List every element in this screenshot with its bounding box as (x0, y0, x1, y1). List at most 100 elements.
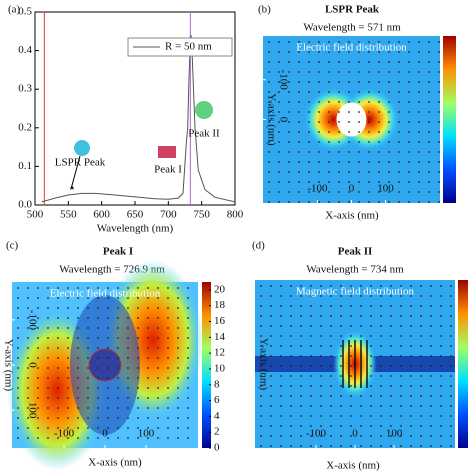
vector-dot (328, 81, 330, 83)
vector-dot (47, 287, 49, 289)
vector-dot (77, 397, 79, 399)
vector-dot (280, 365, 282, 367)
vector-dot (17, 397, 19, 399)
vector-dot (280, 405, 282, 407)
vector-dot (37, 327, 39, 329)
vector-dot (328, 51, 330, 53)
vector-dot (338, 171, 340, 173)
vector-dot (37, 397, 39, 399)
vector-dot (438, 71, 440, 73)
vector-dot (340, 425, 342, 427)
vector-dot (177, 427, 179, 429)
vector-dot (137, 337, 139, 339)
vector-dot (418, 111, 420, 113)
vector-dot (348, 201, 350, 203)
vector-dot (420, 435, 422, 437)
vector-dot (360, 385, 362, 387)
vector-dot (27, 417, 29, 419)
vector-dot (187, 337, 189, 339)
vector-dot (408, 201, 410, 203)
vector-dot (380, 435, 382, 437)
vector-dot (370, 385, 372, 387)
vector-dot (67, 427, 69, 429)
vector-dot (27, 397, 29, 399)
vector-dot (408, 181, 410, 183)
vector-dot (320, 425, 322, 427)
vector-dot (440, 335, 442, 337)
vector-dot (187, 437, 189, 439)
vector-dot (77, 417, 79, 419)
vector-dot (348, 141, 350, 143)
vector-dot (308, 41, 310, 43)
vector-dot (67, 307, 69, 309)
vector-dot (370, 285, 372, 287)
vector-dot (328, 71, 330, 73)
vector-dot (270, 365, 272, 367)
vector-dot (288, 201, 290, 203)
vector-dot (338, 61, 340, 63)
vector-dot (37, 377, 39, 379)
vector-dot (398, 61, 400, 63)
vector-dot (290, 375, 292, 377)
vector-dot (87, 397, 89, 399)
vector-dot (290, 335, 292, 337)
vector-dot (348, 181, 350, 183)
vector-dot (268, 191, 270, 193)
vector-dot (278, 121, 280, 123)
vector-dot (420, 425, 422, 427)
vector-dot (360, 305, 362, 307)
vector-dot (57, 307, 59, 309)
vector-dot (358, 71, 360, 73)
vector-dot (107, 317, 109, 319)
vector-dot (410, 345, 412, 347)
y-tick-label: 0.0 (18, 199, 32, 211)
vector-dot (67, 387, 69, 389)
x-tick-label: 100 (377, 183, 394, 195)
vector-dot (328, 131, 330, 133)
x-tick-label: 0 (349, 183, 355, 195)
vector-dot (137, 287, 139, 289)
vector-dot (430, 385, 432, 387)
vector-dot (57, 407, 59, 409)
vector-dot (167, 337, 169, 339)
vector-dot (27, 317, 29, 319)
vector-dot (298, 161, 300, 163)
vector-dot (388, 181, 390, 183)
vector-dot (408, 161, 410, 163)
vector-dot (390, 385, 392, 387)
vector-dot (388, 101, 390, 103)
vector-dot (360, 425, 362, 427)
vector-dot (320, 385, 322, 387)
vector-dot (368, 171, 370, 173)
vector-dot (177, 437, 179, 439)
vector-dot (358, 121, 360, 123)
vector-dot (428, 131, 430, 133)
vector-dot (378, 41, 380, 43)
vector-dot (400, 345, 402, 347)
vector-dot (107, 337, 109, 339)
vector-dot (117, 407, 119, 409)
vector-dot (390, 405, 392, 407)
vector-dot (97, 437, 99, 439)
vector-dot (268, 201, 270, 203)
vector-dot (27, 287, 29, 289)
vector-dot (57, 317, 59, 319)
vector-dot (418, 61, 420, 63)
vector-dot (260, 405, 262, 407)
vector-dot (300, 375, 302, 377)
vector-dot (280, 395, 282, 397)
vector-dot (380, 315, 382, 317)
vector-dot (410, 385, 412, 387)
vector-dot (260, 365, 262, 367)
vector-dot (278, 141, 280, 143)
vector-dot (67, 407, 69, 409)
x-tick-label: 500 (27, 209, 44, 221)
vector-dot (440, 445, 442, 447)
vector-dot (290, 435, 292, 437)
vector-dot (260, 445, 262, 447)
vector-dot (358, 51, 360, 53)
vector-dot (167, 367, 169, 369)
vector-dot (280, 345, 282, 347)
vector-dot (380, 415, 382, 417)
vector-dot (380, 405, 382, 407)
